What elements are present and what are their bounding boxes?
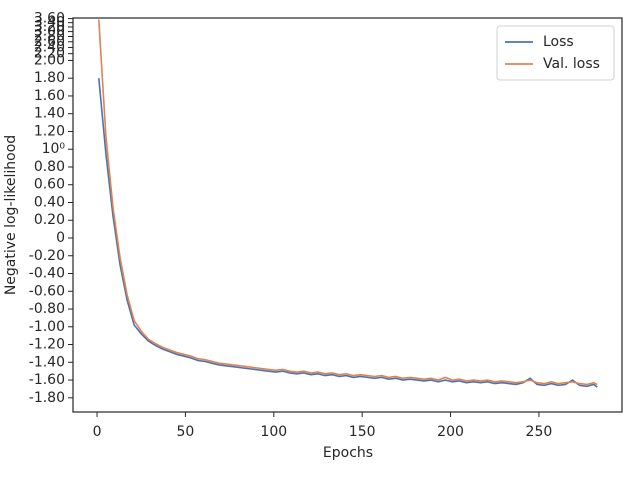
x-tick-label: 200 xyxy=(437,424,464,440)
y-tick-label: 2.40 xyxy=(34,39,65,55)
y-tick-label: 1.20 xyxy=(34,123,65,139)
y-tick-label: 0.60 xyxy=(34,177,65,193)
y-tick-label: 2.00 xyxy=(34,52,65,68)
y-tick-label: -0.80 xyxy=(29,301,65,317)
y-tick-label: 1.60 xyxy=(34,88,65,104)
legend-label: Loss xyxy=(543,34,574,50)
y-tick-label: -1.60 xyxy=(29,372,65,388)
y-tick-label: -1.80 xyxy=(29,390,65,406)
plot-frame xyxy=(72,17,623,413)
y-tick-label: -0.60 xyxy=(29,283,65,299)
y-tick-label: -1.20 xyxy=(29,337,65,353)
line-series xyxy=(98,78,598,388)
y-tick-label: 2.60 xyxy=(34,34,65,50)
x-axis-label: Epochs xyxy=(323,445,373,461)
y-tick-label: -1.40 xyxy=(29,354,65,370)
y-tick-label: 0.20 xyxy=(34,212,65,228)
y-tick-label: 10⁰ xyxy=(42,141,66,157)
y-tick-label: 0.80 xyxy=(34,159,65,175)
line-series xyxy=(98,19,598,386)
legend-box xyxy=(496,25,615,81)
y-tick-label: 1.80 xyxy=(34,70,65,86)
y-tick-label: 0.40 xyxy=(34,194,65,210)
legend-label: Val. loss xyxy=(543,56,600,72)
x-tick-label: 50 xyxy=(177,424,195,440)
legend: Loss Val. loss xyxy=(496,25,615,81)
y-tick-label: 2.20 xyxy=(34,46,65,62)
y-tick-label: -0.20 xyxy=(29,248,65,264)
y-tick-label: 0 xyxy=(56,230,65,246)
x-tick-label: 150 xyxy=(349,424,376,440)
y-tick-label: 3.40 xyxy=(34,15,65,31)
x-tick-label: 0 xyxy=(93,424,102,440)
x-tick-label: 250 xyxy=(526,424,553,440)
y-tick-label: -0.40 xyxy=(29,266,65,282)
y-axis-label: Negative log-likelihood xyxy=(3,135,19,295)
y-tick-label: 3.60 xyxy=(34,11,65,27)
y-tick-label: -1.00 xyxy=(29,319,65,335)
y-tick-label: 3.20 xyxy=(34,19,65,35)
y-tick-label: 2.80 xyxy=(34,28,65,44)
x-tick-label: 100 xyxy=(260,424,287,440)
y-tick-label: 3.00 xyxy=(34,24,65,40)
y-tick-label: 1.40 xyxy=(34,106,65,122)
